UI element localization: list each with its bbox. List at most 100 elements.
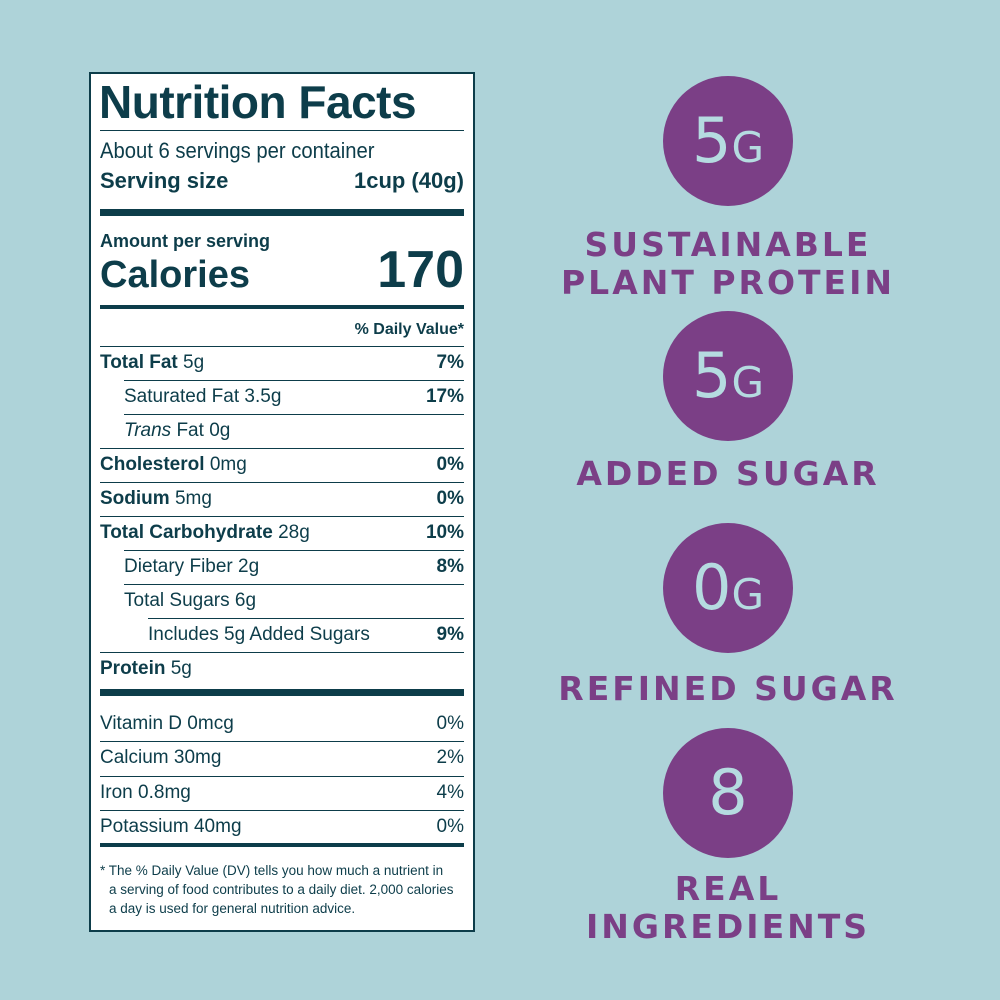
vitamin-name: Vitamin D [100,713,183,734]
rule [100,130,464,131]
badge-number: 5 [692,339,732,412]
rule [100,516,464,517]
nutrient-name: Saturated Fat [124,386,240,407]
nutrient-amount: 28g [278,522,310,543]
rule [100,809,464,811]
nutrient-row: Includes 5g Added Sugars 9% [148,623,464,647]
badge-number: 8 [708,756,748,829]
nutrient-row: Dietary Fiber 2g 8% [124,555,464,579]
rule [100,448,464,449]
title: Nutrition Facts [99,76,417,129]
caption-line: ADDED SUGAR [576,454,880,493]
rule [100,775,464,777]
vitamin-dv: 0% [436,815,464,837]
caption-line: SUSTAINABLE [584,225,872,264]
servings: About 6 servings per container [100,137,375,163]
nutrient-row: Saturated Fat 3.5g 17% [124,385,464,409]
rule [124,414,464,415]
nutrient-dv: 0% [436,454,464,475]
nutrient-amount: 2g [238,556,260,577]
serving-size-value: 1cup (40g) [353,168,464,193]
badge-caption: ADDED SUGAR [528,455,928,493]
nutrient-name: Fat [176,420,204,441]
caption-line: PLANT PROTEIN [561,263,895,302]
nutrient-row: Total Carbohydrate 28g 10% [100,521,464,545]
nutrient-row: Trans Fat 0g [124,419,464,443]
vitamin-row: Calcium 30mg 2% [100,746,464,770]
nutrient-name: Total Sugars [124,590,230,611]
nutrient-dv: 0% [436,488,464,509]
nutrient-name: Sodium [100,488,170,509]
nutrient-amount: 0mg [209,454,247,475]
nutrient-amount: 5mg [174,488,212,509]
rule [124,550,464,551]
nutrient-dv: 7% [436,352,464,373]
badge-caption: SUSTAINABLE PLANT PROTEIN [528,226,928,302]
nutrient-row: Cholesterol 0mg 0% [100,453,464,477]
dv-header: % Daily Value* [354,321,464,338]
rule [148,618,464,619]
nutrient-dv: 8% [436,556,464,577]
badge-number: 5 [692,104,732,177]
nutrient-name: Cholesterol [100,454,205,475]
nutrient-name: Dietary Fiber [124,556,233,577]
badge-unit: G [731,358,764,407]
footnote-line: a serving of food contributes to a daily… [109,881,454,897]
caption-line: REAL INGREDIENTS [585,869,871,946]
badge-circle: 8 [663,728,793,858]
rule [100,652,464,653]
vitamin-amount: 0.8mg [138,781,191,803]
nutrient-amount: 0g [209,420,231,441]
nutrient-amount: 3.5g [244,386,282,407]
nutrient-row: Sodium 5mg 0% [100,487,464,511]
nutrient-dv: 10% [425,522,464,543]
calories-value: 170 [377,241,464,299]
nutrient-name: Total Fat [100,352,178,373]
vitamin-amount: 0mcg [187,713,234,734]
vitamin-amount: 40mg [193,815,242,837]
vitamin-dv: 0% [436,713,464,734]
nutrient-row: Total Fat 5g 7% [100,351,464,375]
serving-size-label: Serving size [100,167,229,193]
rule [100,346,464,347]
footnote-line: a day is used for general nutrition advi… [109,900,356,916]
nutrient-dv: 9% [436,624,464,645]
vitamin-name: Iron [100,781,133,803]
vitamin-dv: 4% [436,781,464,803]
badge-unit: G [731,123,764,172]
nutrient-row: Protein 5g [100,657,464,681]
nutrient-name: Includes 5g Added Sugars [148,624,370,645]
vitamin-name: Calcium [100,747,169,769]
nutrient-row: Total Sugars 6g [124,589,464,613]
amount-per-serving: Amount per serving [100,231,271,252]
nutrient-dv: 17% [425,386,464,407]
vitamin-dv: 2% [436,747,464,769]
rule [100,482,464,483]
vitamin-amount: 30mg [173,747,222,769]
nutrient-amount: 6g [234,590,257,611]
calories-label: Calories [100,254,250,297]
rule [100,843,464,847]
badge-number: 0 [692,551,732,624]
nutrient-name: Protein [100,658,166,679]
vitamin-row: Potassium 40mg 0% [100,815,464,839]
rule [100,741,464,743]
rule [124,584,464,585]
nutrient-amount: 5g [183,352,205,373]
badge-circle: 0G [663,523,793,653]
rule [100,689,464,696]
vitamin-row: Vitamin D 0mcg 0% [100,712,464,736]
badge-circle: 5G [663,311,793,441]
caption-line: REFINED SUGAR [558,669,898,708]
nutrient-name-italic: Trans [124,420,172,441]
rule [124,380,464,381]
vitamin-name: Potassium [100,815,189,837]
badge-caption: REAL INGREDIENTS [528,870,928,946]
nutrient-name: Total Carbohydrate [100,522,273,543]
footnote-line: * The % Daily Value (DV) tells you how m… [100,862,444,878]
nutrition-label: Nutrition Facts About 6 servings per cont… [89,72,475,932]
badge-circle: 5G [663,76,793,206]
badge-unit: G [731,570,764,619]
rule [100,209,464,216]
